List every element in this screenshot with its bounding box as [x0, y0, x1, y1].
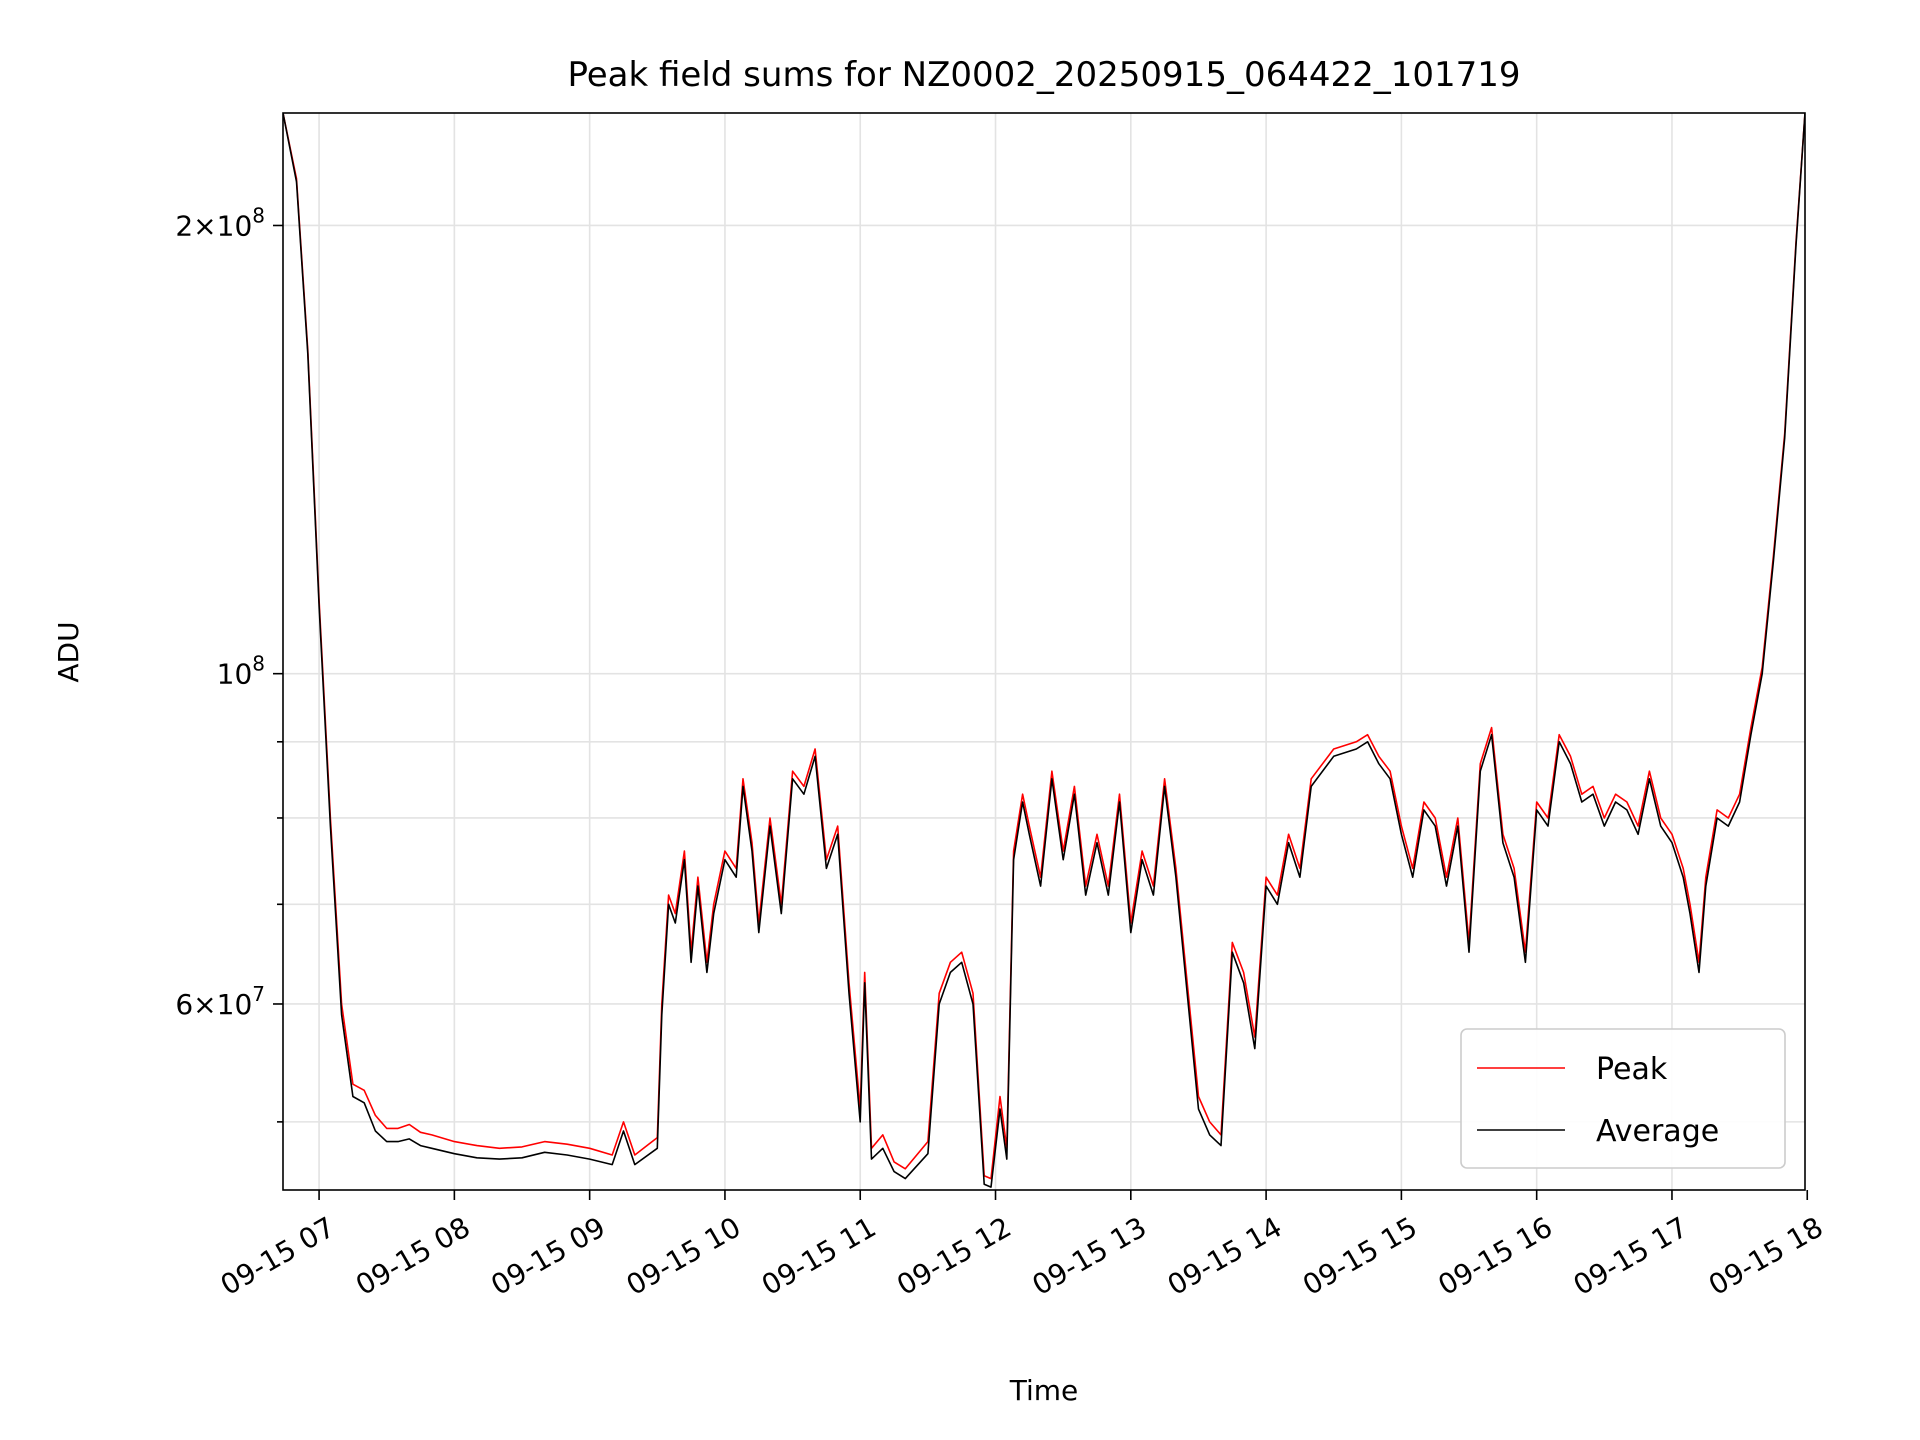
y-tick-base: 2×10 [175, 209, 252, 242]
legend-label-average: Average [1596, 1114, 1719, 1149]
series-line-average [283, 113, 1805, 1188]
y-tick-exponent: 7 [252, 982, 265, 1006]
y-axis-label: ADU [52, 621, 85, 682]
y-tick-exponent: 8 [252, 203, 265, 227]
y-tick-label: 2×108 [175, 203, 265, 242]
grid-lines [283, 113, 1805, 1190]
x-axis-label: Time [1009, 1374, 1079, 1407]
plot-area [283, 113, 1805, 1188]
series-line-peak [283, 113, 1805, 1180]
legend-label-peak: Peak [1596, 1052, 1668, 1087]
y-tick-base: 10 [217, 658, 253, 691]
y-tick-exponent: 8 [252, 652, 265, 676]
plot-frame [282, 112, 1806, 1191]
y-tick-label: 108 [217, 652, 265, 691]
legend: Peak Average [1460, 1028, 1786, 1169]
y-tick-label: 6×107 [175, 982, 265, 1021]
y-tick: 108 [217, 652, 283, 691]
y-tick: 6×107 [175, 982, 283, 1021]
series-layer [283, 113, 1805, 1188]
legend-box [1460, 1028, 1786, 1169]
y-tick-base: 6×10 [175, 988, 252, 1021]
y-tick: 2×108 [175, 203, 283, 242]
chart-title: Peak field sums for NZ0002_20250915_0644… [567, 55, 1520, 95]
